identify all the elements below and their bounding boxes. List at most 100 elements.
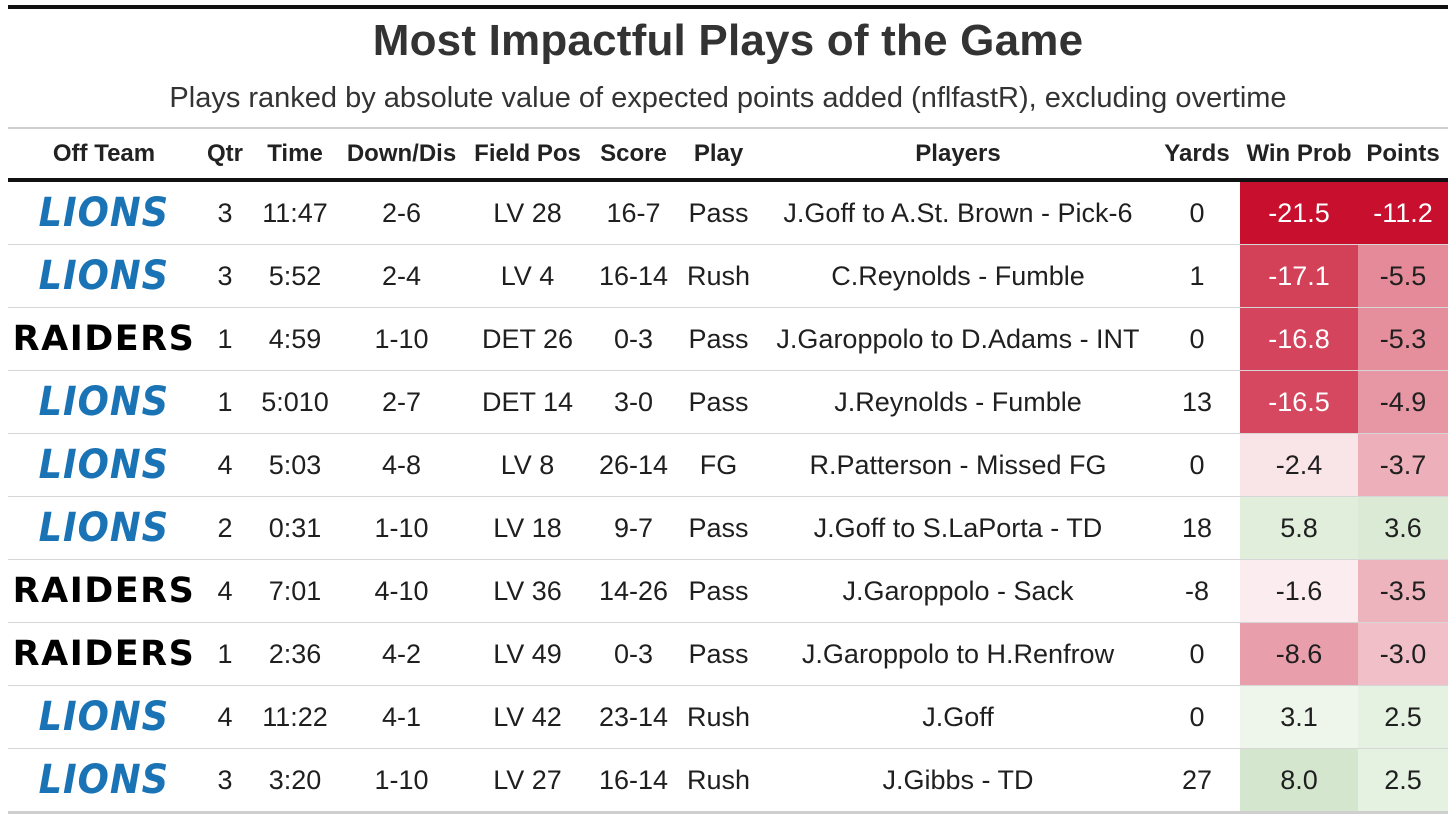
qtr-cell: 1 (217, 638, 233, 669)
score-cell: 23-14 (598, 701, 669, 732)
field-pos-cell: DET 26 (481, 323, 574, 354)
players-cell: J.Reynolds - Fumble (834, 386, 1082, 417)
time-cell: 5:010 (261, 386, 329, 417)
field-pos-cell: LV 27 (493, 764, 562, 795)
play-cell: Rush (686, 260, 751, 291)
win-prob-cell: -2.4 (1240, 433, 1358, 497)
yards-cell: 13 (1181, 386, 1213, 417)
score-cell: 3-0 (613, 386, 654, 417)
yards-cell: 1 (1189, 260, 1205, 291)
points-cell: -11.2 (1358, 180, 1448, 245)
field-pos-cell: LV 28 (493, 197, 562, 228)
play-cell: Pass (688, 575, 749, 606)
players-cell: J.Goff (922, 701, 994, 732)
table-body: LIONS 3 11:47 2-6 LV 28 16-7 Pass J.Goff to A.S… (8, 180, 1448, 813)
qtr-cell: 1 (217, 386, 233, 417)
lions-logo-icon: LIONS (38, 190, 170, 236)
team-logo-cell: LIONS (8, 245, 200, 308)
field-pos-cell: LV 49 (493, 638, 562, 669)
yards-cell: 0 (1189, 701, 1205, 732)
table-row: LIONS 3 5:52 2-4 LV 4 16-14 Rush C.Reynolds - F… (8, 244, 1448, 308)
play-cell: Rush (686, 764, 751, 795)
qtr-cell: 4 (217, 449, 233, 480)
yards-cell: 0 (1189, 197, 1205, 228)
score-cell: 16-7 (606, 197, 661, 228)
field-pos-cell: DET 14 (481, 386, 574, 417)
team-logo-cell: LIONS (8, 749, 200, 813)
table-row: RAIDERS 1 2:36 4-2 LV 49 0-3 Pass J.Garoppolo t… (8, 622, 1448, 686)
header-yards: Yards (1164, 139, 1230, 167)
lions-logo-icon: LIONS (38, 253, 170, 299)
yards-cell: 27 (1181, 764, 1213, 795)
score-cell: 16-14 (598, 260, 669, 291)
lions-logo-icon: LIONS (38, 505, 170, 551)
players-cell: R.Patterson - Missed FG (809, 449, 1107, 480)
points-cell: 2.5 (1358, 685, 1448, 749)
win-prob-cell: -17.1 (1240, 244, 1358, 308)
yards-cell: 18 (1181, 512, 1213, 543)
time-cell: 5:03 (268, 449, 322, 480)
win-prob-cell: 8.0 (1240, 748, 1358, 813)
lions-logo-icon: LIONS (38, 757, 170, 803)
players-cell: J.Garoppolo - Sack (842, 575, 1074, 606)
players-cell: C.Reynolds - Fumble (831, 260, 1085, 291)
down-dis-cell: 4-8 (381, 449, 422, 480)
score-cell: 9-7 (613, 512, 654, 543)
play-cell: Pass (688, 512, 749, 543)
field-pos-cell: LV 42 (493, 701, 562, 732)
table-row: LIONS 4 5:03 4-8 LV 8 26-14 FG R.Patterson - Mi… (8, 433, 1448, 497)
team-logo-cell: RAIDERS (8, 623, 200, 686)
header-row: Off Team Qtr Time Down/Dis Field Pos Sco… (8, 129, 1448, 180)
yards-cell: -8 (1184, 575, 1209, 606)
play-cell: Pass (688, 197, 749, 228)
team-logo-cell: LIONS (8, 434, 200, 497)
score-cell: 16-14 (598, 764, 669, 795)
top-rule (8, 5, 1448, 9)
win-prob-cell: 5.8 (1240, 496, 1358, 560)
players-cell: J.Garoppolo to H.Renfrow (801, 638, 1115, 669)
team-logo-cell: RAIDERS (8, 308, 200, 371)
players-cell: J.Garoppolo to D.Adams - INT (776, 323, 1140, 354)
qtr-cell: 4 (217, 701, 233, 732)
chart-subtitle: Plays ranked by absolute value of expect… (169, 82, 1287, 114)
qtr-cell: 3 (217, 197, 233, 228)
lions-logo-icon: LIONS (38, 442, 170, 488)
table-row: RAIDERS 1 4:59 1-10 DET 26 0-3 Pass J.Garoppolo… (8, 307, 1448, 371)
score-cell: 26-14 (598, 449, 669, 480)
time-cell: 7:01 (268, 575, 322, 606)
header-time: Time (267, 139, 323, 167)
down-dis-cell: 4-10 (374, 575, 429, 606)
time-cell: 4:59 (268, 323, 322, 354)
field-pos-cell: LV 4 (500, 260, 555, 291)
down-dis-cell: 1-10 (374, 764, 429, 795)
qtr-cell: 3 (217, 260, 233, 291)
time-cell: 2:36 (268, 638, 322, 669)
score-cell: 0-3 (613, 638, 654, 669)
lions-logo-icon: LIONS (38, 694, 170, 740)
play-cell: Rush (686, 701, 751, 732)
table-row: RAIDERS 4 7:01 4-10 LV 36 14-26 Pass J.Garoppol… (8, 559, 1448, 623)
down-dis-cell: 1-10 (374, 512, 429, 543)
time-cell: 0:31 (268, 512, 322, 543)
time-cell: 11:22 (262, 701, 328, 732)
points-cell: 2.5 (1358, 748, 1448, 813)
score-cell: 14-26 (598, 575, 669, 606)
header-rule (8, 127, 1448, 129)
down-dis-cell: 1-10 (374, 323, 429, 354)
table-row: LIONS 3 3:20 1-10 LV 27 16-14 Rush J.Gibbs - TD… (8, 748, 1448, 813)
yards-cell: 0 (1189, 323, 1205, 354)
points-cell: -5.5 (1358, 244, 1448, 308)
points-cell: -3.7 (1358, 433, 1448, 497)
table-row: LIONS 1 5:010 2-7 DET 14 3-0 Pass J.Reynolds - … (8, 370, 1448, 434)
field-pos-cell: LV 36 (493, 575, 562, 606)
team-logo-cell: LIONS (8, 686, 200, 749)
header-off-team: Off Team (52, 139, 156, 167)
play-cell: Pass (688, 323, 749, 354)
table-row: LIONS 4 11:22 4-1 LV 42 23-14 Rush J.Goff 0 3.1 2.… (8, 685, 1448, 749)
win-prob-cell: -1.6 (1240, 559, 1358, 623)
header-points: Points (1366, 139, 1440, 167)
points-cell: 3.6 (1358, 496, 1448, 560)
yards-cell: 0 (1189, 449, 1205, 480)
table-row: LIONS 2 0:31 1-10 LV 18 9-7 Pass J.Goff to S.La… (8, 496, 1448, 560)
play-cell: Pass (688, 638, 749, 669)
